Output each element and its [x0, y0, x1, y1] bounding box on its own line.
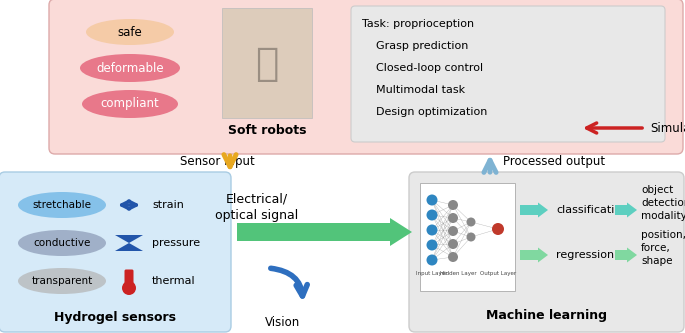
- Text: Soft robots: Soft robots: [227, 124, 306, 137]
- Ellipse shape: [18, 268, 106, 294]
- Circle shape: [448, 213, 458, 223]
- Text: Task: proprioception: Task: proprioception: [362, 19, 474, 29]
- Text: transparent: transparent: [32, 276, 92, 286]
- FancyBboxPatch shape: [420, 183, 515, 291]
- Text: Grasp prediction: Grasp prediction: [362, 41, 469, 51]
- Ellipse shape: [80, 54, 180, 82]
- Circle shape: [466, 217, 475, 226]
- Polygon shape: [115, 235, 143, 243]
- Ellipse shape: [82, 90, 178, 118]
- Text: safe: safe: [118, 26, 142, 39]
- Text: Electrical/
optical signal: Electrical/ optical signal: [215, 192, 299, 222]
- FancyBboxPatch shape: [409, 172, 684, 332]
- Text: object
detection,
modality: object detection, modality: [641, 185, 685, 221]
- Text: deformable: deformable: [96, 62, 164, 75]
- Text: Vision: Vision: [265, 315, 301, 328]
- Text: position,
force,
shape: position, force, shape: [641, 230, 685, 266]
- Text: Hidden Layer: Hidden Layer: [440, 270, 476, 275]
- Circle shape: [466, 232, 475, 241]
- Ellipse shape: [18, 230, 106, 256]
- Circle shape: [448, 226, 458, 236]
- Ellipse shape: [18, 192, 106, 218]
- Circle shape: [448, 239, 458, 249]
- FancyBboxPatch shape: [0, 172, 231, 332]
- Circle shape: [427, 209, 438, 220]
- Circle shape: [427, 224, 438, 235]
- Text: stretchable: stretchable: [32, 200, 92, 210]
- FancyArrow shape: [237, 218, 412, 246]
- Text: Closed-loop control: Closed-loop control: [362, 63, 483, 73]
- Text: 🤖: 🤖: [256, 45, 279, 83]
- Text: Input Layer: Input Layer: [416, 270, 448, 275]
- Text: Multimodal task: Multimodal task: [362, 85, 465, 95]
- Ellipse shape: [86, 19, 174, 45]
- Circle shape: [448, 200, 458, 210]
- Text: Processed output: Processed output: [503, 155, 605, 167]
- Text: strain: strain: [152, 200, 184, 210]
- FancyArrow shape: [615, 202, 637, 217]
- FancyBboxPatch shape: [49, 0, 683, 154]
- Text: Hydrogel sensors: Hydrogel sensors: [54, 311, 176, 324]
- Circle shape: [492, 223, 504, 235]
- Circle shape: [427, 254, 438, 265]
- Text: conductive: conductive: [34, 238, 90, 248]
- FancyArrowPatch shape: [271, 268, 308, 296]
- Text: Sensor input: Sensor input: [180, 155, 255, 167]
- Text: regression: regression: [556, 250, 614, 260]
- FancyBboxPatch shape: [125, 269, 134, 288]
- Circle shape: [427, 194, 438, 205]
- FancyBboxPatch shape: [222, 8, 312, 118]
- FancyArrow shape: [615, 247, 637, 262]
- Text: Machine learning: Machine learning: [486, 308, 608, 321]
- Text: classification: classification: [556, 205, 628, 215]
- FancyBboxPatch shape: [351, 6, 665, 142]
- Circle shape: [448, 252, 458, 262]
- Text: pressure: pressure: [152, 238, 200, 248]
- Text: Design optimization: Design optimization: [362, 107, 487, 117]
- FancyArrow shape: [520, 202, 548, 217]
- Circle shape: [427, 239, 438, 250]
- Polygon shape: [115, 243, 143, 251]
- Text: Output Layer: Output Layer: [480, 270, 516, 275]
- FancyArrow shape: [520, 247, 548, 262]
- Text: compliant: compliant: [101, 98, 160, 111]
- Circle shape: [122, 281, 136, 295]
- Text: thermal: thermal: [152, 276, 196, 286]
- Text: Simulation: Simulation: [650, 122, 685, 135]
